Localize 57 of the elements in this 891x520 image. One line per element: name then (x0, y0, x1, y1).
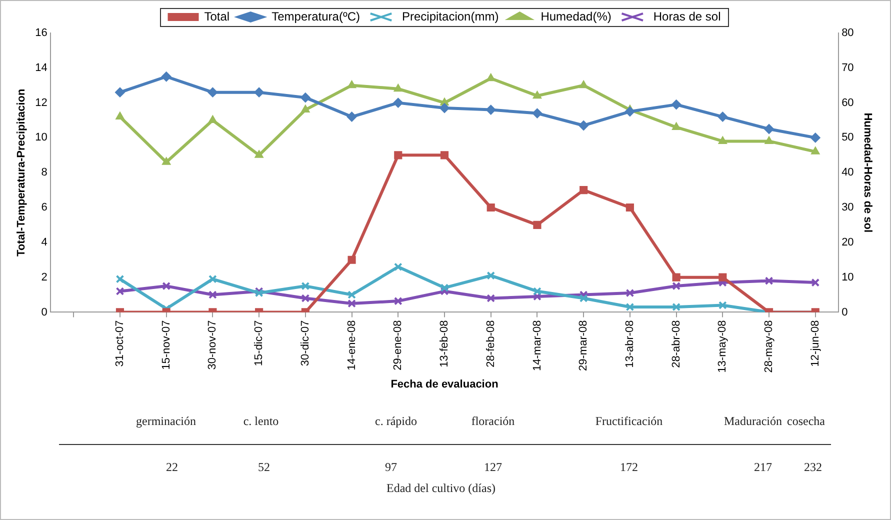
y-tick-label: 6 (41, 202, 48, 214)
x-tick-label: 13-abr-08 (624, 320, 636, 368)
y-tick-label: 10 (35, 132, 48, 144)
x-tick-label: 14-ene-08 (346, 320, 358, 370)
text: floración (471, 414, 515, 429)
y-tick-label: 2 (41, 271, 48, 284)
x-tick-label: 28-abr-08 (670, 320, 682, 368)
x-tick-label: 15-nov-07 (160, 320, 172, 370)
legend-label: Precipitacion(mm) (402, 9, 499, 24)
x-tick-label: 13-feb-08 (438, 320, 451, 368)
text: germinación (136, 414, 196, 429)
y2-tick-label: 0 (842, 306, 848, 318)
text: 217 (754, 460, 772, 475)
y2-tick-label: 80 (842, 27, 854, 40)
text: 232 (804, 460, 822, 475)
text: Fructificación (595, 414, 663, 429)
legend-label: Humedad(%) (540, 9, 612, 24)
y2-tick-label: 30 (842, 202, 854, 214)
legend-label: Total (204, 9, 230, 24)
x-tick-label: 31-oct-07 (114, 320, 126, 367)
y-tick-label: 12 (35, 96, 48, 109)
text: Edad del cultivo (días) (386, 481, 496, 496)
x-tick-label: 15-dic-07 (253, 320, 266, 366)
y-tick-label: 14 (35, 62, 48, 74)
text: c. rápido (375, 414, 417, 429)
y2-tick-label: 20 (842, 236, 854, 248)
legend-label: Temperatura(ºC) (272, 9, 360, 24)
text: 22 (166, 460, 178, 475)
x-tick-label: 28-may-08 (763, 320, 776, 373)
y-tick-label: 0 (41, 306, 48, 318)
y2-tick-label: 10 (842, 271, 854, 284)
y-tick-label: 8 (41, 166, 48, 179)
text: 97 (385, 460, 397, 475)
text: c. lento (243, 414, 279, 429)
x-tick-label: 30-dic-07 (299, 320, 312, 366)
y2-tick-label: 60 (842, 96, 854, 109)
y2-tick-label: 50 (842, 132, 854, 144)
legend-label: Horas de sol (653, 9, 721, 24)
x-tick-label: 29-mar-08 (578, 320, 590, 371)
y-tick-label: 16 (35, 27, 48, 40)
y2-tick-label: 70 (842, 62, 854, 74)
x-tick-label: 12-jun-08 (809, 320, 822, 367)
text: 127 (484, 460, 502, 475)
y-tick-label: 4 (41, 236, 48, 248)
x-axis-title: Fecha de evaluacion (390, 378, 499, 390)
x-tick-label: 30-nov-07 (206, 320, 219, 370)
y2-tick-label: 40 (842, 166, 854, 179)
x-tick-label: 29-ene-08 (392, 320, 404, 370)
text: Maduración (724, 414, 782, 429)
x-tick-label: 28-feb-08 (484, 320, 497, 368)
text: 172 (620, 460, 638, 475)
x-tick-label: 14-mar-08 (531, 320, 544, 371)
x-tick-label: 13-may-08 (716, 320, 729, 373)
y2-axis-title: Humedad-Horas de sol (861, 112, 874, 233)
text: 52 (258, 460, 270, 475)
text: cosecha (787, 414, 825, 429)
y-axis-title: Total-Temperatura-Precipitacion (16, 88, 28, 256)
